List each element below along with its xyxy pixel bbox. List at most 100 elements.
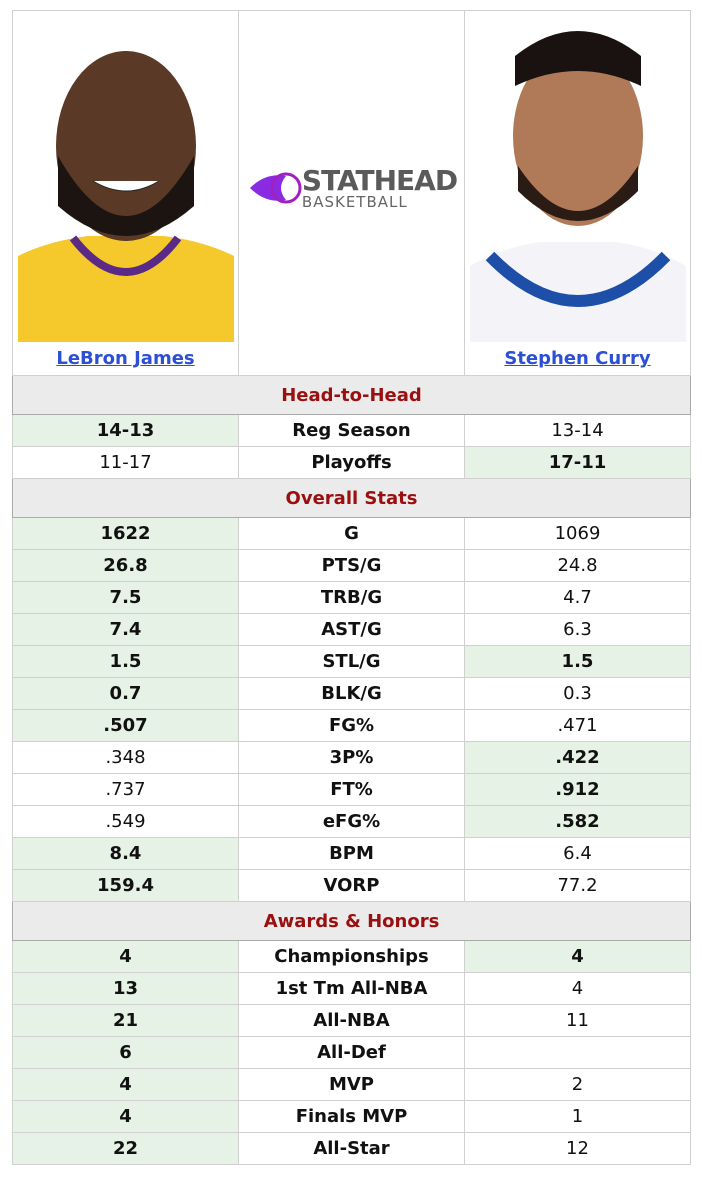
stat-label: BPM [238, 837, 465, 870]
comparison-table: LeBron James STATHEAD BASKETBALL Stephen… [12, 10, 691, 1165]
stat-label: All-Def [238, 1036, 465, 1069]
left-value: 0.7 [12, 677, 239, 710]
left-value: 1.5 [12, 645, 239, 678]
stat-row: 0.7 BLK/G 0.3 [12, 677, 691, 710]
stat-label: All-NBA [238, 1004, 465, 1037]
left-value: 8.4 [12, 837, 239, 870]
stat-row: 26.8 PTS/G 24.8 [12, 549, 691, 582]
stat-row: 22 All-Star 12 [12, 1132, 691, 1165]
right-value [464, 1036, 691, 1069]
left-value: 4 [12, 940, 239, 973]
left-value: .549 [12, 805, 239, 838]
stat-row: 21 All-NBA 11 [12, 1004, 691, 1037]
right-value: .912 [464, 773, 691, 806]
left-value: 14-13 [12, 414, 239, 447]
stat-label: Championships [238, 940, 465, 973]
stat-label: FT% [238, 773, 465, 806]
player-photo [17, 16, 234, 342]
right-value: 1069 [464, 517, 691, 550]
stat-label: G [238, 517, 465, 550]
stat-label: MVP [238, 1068, 465, 1101]
left-value: 26.8 [12, 549, 239, 582]
stat-row: 4 MVP 2 [12, 1068, 691, 1101]
stat-label: Finals MVP [238, 1100, 465, 1133]
stat-row: 11-17 Playoffs 17-11 [12, 446, 691, 479]
right-value: 6.3 [464, 613, 691, 646]
right-value: 24.8 [464, 549, 691, 582]
right-value: .471 [464, 709, 691, 742]
stat-row: 8.4 BPM 6.4 [12, 837, 691, 870]
section-row: Head-to-Head [12, 375, 691, 415]
left-value: .348 [12, 741, 239, 774]
left-value: 4 [12, 1068, 239, 1101]
stat-row: .549 eFG% .582 [12, 805, 691, 838]
left-value: 4 [12, 1100, 239, 1133]
stat-row: .348 3P% .422 [12, 741, 691, 774]
stat-label: BLK/G [238, 677, 465, 710]
section-row: Awards & Honors [12, 901, 691, 941]
left-value: 21 [12, 1004, 239, 1037]
right-value: 13-14 [464, 414, 691, 447]
stat-label: TRB/G [238, 581, 465, 614]
player-photo [469, 16, 686, 342]
player-link[interactable]: LeBron James [56, 348, 195, 369]
stat-label: eFG% [238, 805, 465, 838]
right-value: 0.3 [464, 677, 691, 710]
stat-label: AST/G [238, 613, 465, 646]
left-value: 1622 [12, 517, 239, 550]
stat-row: 1622 G 1069 [12, 517, 691, 550]
right-value: 1 [464, 1100, 691, 1133]
right-value: 11 [464, 1004, 691, 1037]
section-title: Awards & Honors [12, 901, 691, 941]
left-value: 22 [12, 1132, 239, 1165]
section-title: Head-to-Head [12, 375, 691, 415]
stat-row: 6 All-Def [12, 1036, 691, 1069]
stat-label: 3P% [238, 741, 465, 774]
left-value: 7.4 [12, 613, 239, 646]
section-row: Overall Stats [12, 478, 691, 518]
logo-subtitle: BASKETBALL [301, 192, 408, 211]
right-value: 2 [464, 1068, 691, 1101]
left-value: .737 [12, 773, 239, 806]
stat-row: 4 Championships 4 [12, 940, 691, 973]
left-value: 11-17 [12, 446, 239, 479]
logo-cell: STATHEAD BASKETBALL [238, 10, 465, 376]
left-value: 159.4 [12, 869, 239, 902]
right-value: 6.4 [464, 837, 691, 870]
left-value: 6 [12, 1036, 239, 1069]
stat-label: 1st Tm All-NBA [238, 972, 465, 1005]
logo-icon [249, 172, 302, 204]
comparison: LeBron James STATHEAD BASKETBALL Stephen… [12, 10, 691, 1165]
stat-row: 4 Finals MVP 1 [12, 1100, 691, 1133]
right-value: 17-11 [464, 446, 691, 479]
right-value: 4 [464, 972, 691, 1005]
stat-row: 14-13 Reg Season 13-14 [12, 414, 691, 447]
left-value: .507 [12, 709, 239, 742]
stat-row: 1.5 STL/G 1.5 [12, 645, 691, 678]
player-link[interactable]: Stephen Curry [504, 348, 651, 369]
stat-row: .507 FG% .471 [12, 709, 691, 742]
stat-row: 13 1st Tm All-NBA 4 [12, 972, 691, 1005]
right-value: 1.5 [464, 645, 691, 678]
logo: STATHEAD BASKETBALL [239, 163, 464, 211]
stat-label: PTS/G [238, 549, 465, 582]
right-value: 4.7 [464, 581, 691, 614]
stat-row: 7.5 TRB/G 4.7 [12, 581, 691, 614]
player-cell: Stephen Curry [464, 10, 691, 376]
left-value: 7.5 [12, 581, 239, 614]
right-value: 77.2 [464, 869, 691, 902]
stat-row: 7.4 AST/G 6.3 [12, 613, 691, 646]
player-cell: LeBron James [12, 10, 239, 376]
section-title: Overall Stats [12, 478, 691, 518]
logo-title: STATHEAD [301, 163, 458, 197]
right-value: 12 [464, 1132, 691, 1165]
stat-label: FG% [238, 709, 465, 742]
player-row: LeBron James STATHEAD BASKETBALL Stephen… [12, 10, 691, 376]
stat-label: Playoffs [238, 446, 465, 479]
stat-row: 159.4 VORP 77.2 [12, 869, 691, 902]
right-value: .582 [464, 805, 691, 838]
stat-label: All-Star [238, 1132, 465, 1165]
right-value: .422 [464, 741, 691, 774]
right-value: 4 [464, 940, 691, 973]
stat-label: Reg Season [238, 414, 465, 447]
